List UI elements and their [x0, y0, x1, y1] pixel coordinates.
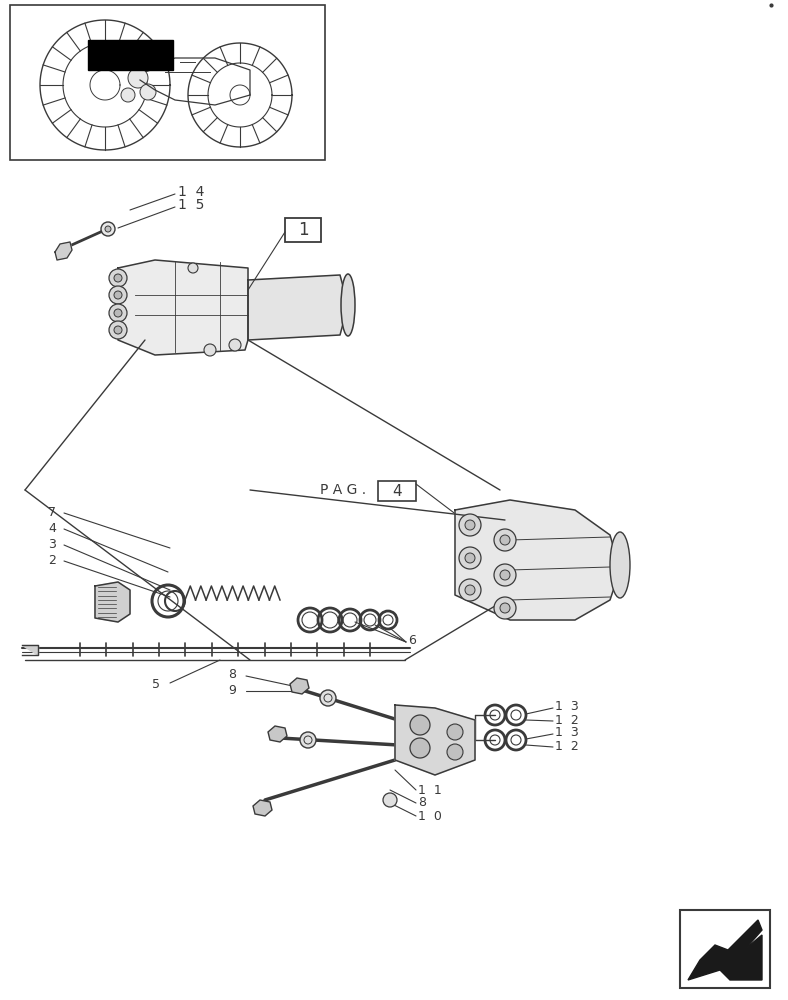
Circle shape: [140, 84, 156, 100]
Circle shape: [320, 690, 336, 706]
Text: 2: 2: [48, 554, 56, 566]
Circle shape: [109, 286, 127, 304]
Text: 6: 6: [408, 634, 416, 647]
Text: 4: 4: [392, 484, 402, 498]
Circle shape: [494, 529, 516, 551]
Text: 1  4: 1 4: [178, 185, 204, 199]
Bar: [378, 481, 416, 501]
Polygon shape: [22, 645, 38, 655]
Circle shape: [229, 339, 241, 351]
Circle shape: [410, 738, 430, 758]
Text: 7: 7: [48, 506, 56, 518]
Circle shape: [114, 309, 122, 317]
Circle shape: [101, 222, 115, 236]
Bar: [680, 910, 770, 988]
Polygon shape: [268, 726, 287, 742]
Ellipse shape: [341, 274, 355, 336]
Text: 1  0: 1 0: [418, 810, 442, 822]
Text: 8: 8: [228, 668, 236, 682]
Polygon shape: [720, 935, 762, 980]
Text: 1  3: 1 3: [555, 700, 578, 714]
Circle shape: [188, 263, 198, 273]
Polygon shape: [55, 242, 72, 260]
Circle shape: [128, 68, 148, 88]
Circle shape: [105, 226, 111, 232]
Text: 1  2: 1 2: [555, 714, 578, 726]
Text: 1  5: 1 5: [178, 198, 204, 212]
Circle shape: [109, 269, 127, 287]
Text: 3: 3: [48, 538, 56, 550]
Text: 8: 8: [418, 796, 426, 810]
Text: 1  2: 1 2: [555, 740, 578, 752]
Circle shape: [114, 274, 122, 282]
Circle shape: [109, 321, 127, 339]
Circle shape: [500, 570, 510, 580]
Polygon shape: [253, 800, 272, 816]
Circle shape: [459, 514, 481, 536]
Circle shape: [121, 88, 135, 102]
Circle shape: [494, 564, 516, 586]
Circle shape: [383, 793, 397, 807]
Circle shape: [500, 535, 510, 545]
Circle shape: [410, 715, 430, 735]
Text: 1: 1: [298, 221, 308, 239]
Circle shape: [500, 603, 510, 613]
Polygon shape: [688, 920, 762, 980]
Bar: [285, 218, 321, 242]
Circle shape: [204, 344, 216, 356]
Circle shape: [494, 597, 516, 619]
Circle shape: [459, 547, 481, 569]
Circle shape: [465, 585, 475, 595]
Bar: [10, 5, 325, 160]
Circle shape: [114, 291, 122, 299]
Text: 1  3: 1 3: [555, 726, 578, 740]
Text: P A G .: P A G .: [320, 483, 366, 497]
Circle shape: [459, 579, 481, 601]
Text: 4: 4: [48, 522, 56, 534]
Text: 9: 9: [228, 684, 236, 696]
Polygon shape: [95, 582, 130, 622]
Polygon shape: [248, 275, 348, 340]
Circle shape: [465, 520, 475, 530]
Ellipse shape: [610, 532, 630, 598]
Polygon shape: [395, 705, 475, 775]
Polygon shape: [290, 678, 309, 694]
Text: 5: 5: [152, 678, 160, 692]
Circle shape: [300, 732, 316, 748]
Circle shape: [465, 553, 475, 563]
Bar: [88, 40, 173, 70]
Circle shape: [447, 744, 463, 760]
Circle shape: [114, 326, 122, 334]
Polygon shape: [118, 260, 248, 355]
Circle shape: [447, 724, 463, 740]
Polygon shape: [455, 500, 620, 620]
Circle shape: [109, 304, 127, 322]
Text: 1  1: 1 1: [418, 784, 442, 796]
